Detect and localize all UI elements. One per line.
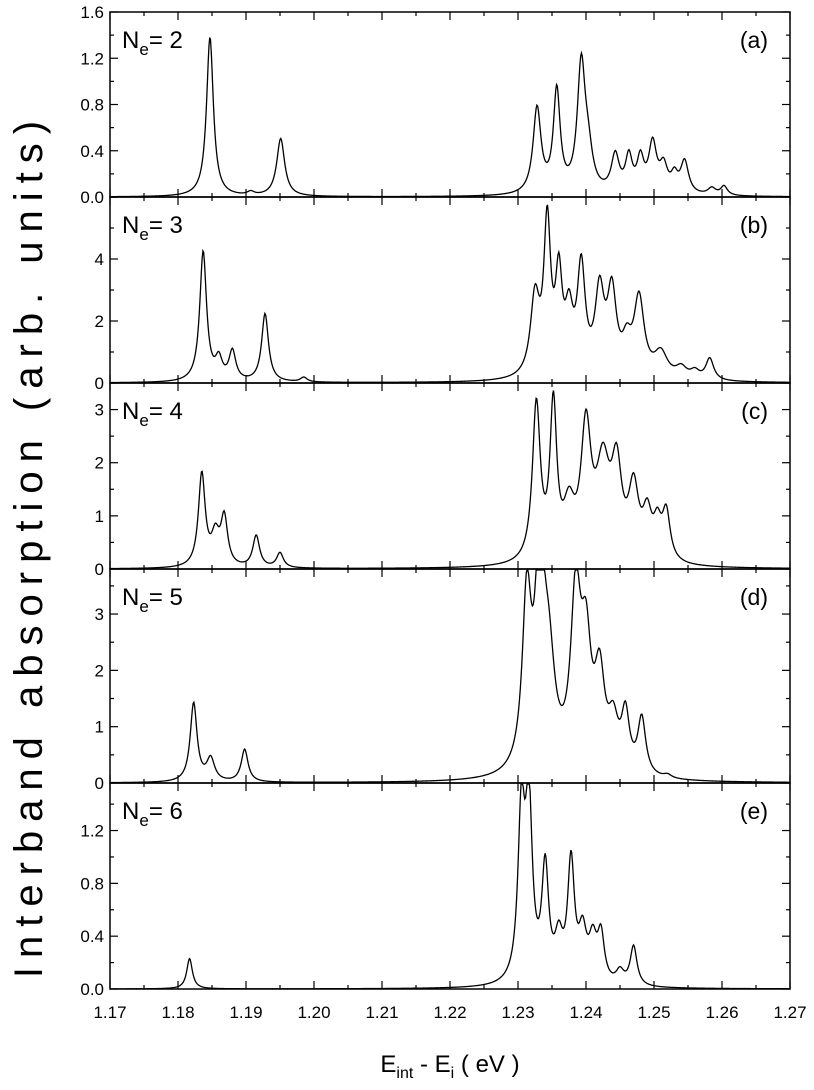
y-tick-label: 2: [95, 661, 104, 680]
y-tick-label: 0: [95, 374, 104, 393]
panel-label: (b): [740, 212, 768, 238]
x-tick-label: 1.18: [161, 1003, 194, 1022]
x-axis: 1.17 1.18 1.19 1.20 1.21 1.22 1.23 1.24 1.25 1.26…: [93, 1003, 806, 1022]
panel-frame: [109, 568, 791, 784]
y-axis-label: Interband absorption (arb. units): [7, 112, 51, 978]
electron-count-label: Ne= 4: [122, 398, 183, 430]
panel-c: 0 1 2 3 Ne= 4 (c): [95, 382, 791, 579]
x-tick-label: 1.19: [229, 1003, 262, 1022]
x-tick-label: 1.23: [501, 1003, 534, 1022]
panel-label: (a): [740, 27, 768, 53]
y-tick-label: 0.0: [80, 188, 104, 207]
y-tick-label: 1.2: [80, 49, 104, 68]
panel-frame: [109, 196, 791, 384]
y-tick-label: 3: [95, 401, 104, 420]
panels-group: 0.0 0.4 0.8 1.2 1.6 Ne= 2 (a) 0 2 4 Ne= 3 (b) 0 1 2 3 Ne…: [80, 3, 791, 999]
panel-label: (c): [741, 398, 768, 424]
y-tick-label: 2: [95, 312, 104, 331]
x-tick-label: 1.26: [705, 1003, 738, 1022]
y-tick-label: 1.6: [80, 3, 104, 22]
panel-a: 0.0 0.4 0.8 1.2 1.6 Ne= 2 (a): [80, 3, 791, 207]
absorption-series-line: [110, 783, 790, 990]
x-tick-label: 1.27: [773, 1003, 806, 1022]
absorption-series-line: [110, 37, 790, 198]
y-tick-label: 0: [95, 560, 104, 579]
panel-d: 0 1 2 3 Ne= 5 (d): [95, 568, 791, 793]
x-tick-label: 1.24: [569, 1003, 602, 1022]
electron-count-label: Ne= 6: [122, 798, 183, 830]
y-tick-label: 2: [95, 454, 104, 473]
x-tick-label: 1.25: [637, 1003, 670, 1022]
x-tick-label: 1.17: [93, 1003, 126, 1022]
x-axis-label: Eint - Ei ( eV ): [380, 1051, 519, 1082]
y-tick-label: 0.4: [80, 927, 104, 946]
electron-count-label: Ne= 2: [122, 27, 183, 59]
absorption-series-line: [110, 390, 791, 570]
panel-frame: [109, 782, 791, 990]
electron-count-label: Ne= 3: [122, 212, 183, 244]
y-tick-label: 1: [95, 507, 104, 526]
y-tick-label: 4: [95, 250, 104, 269]
y-tick-label: 0.8: [80, 96, 104, 115]
absorption-series-line: [109, 204, 791, 384]
y-tick-label: 1.2: [80, 822, 104, 841]
y-tick-label: 0: [95, 774, 104, 793]
x-tick-label: 1.22: [433, 1003, 466, 1022]
absorption-series-line: [110, 569, 790, 784]
y-tick-label: 0.4: [80, 142, 104, 161]
x-tick-label: 1.21: [365, 1003, 398, 1022]
electron-count-label: Ne= 5: [122, 584, 183, 616]
y-tick-label: 0.8: [80, 874, 104, 893]
y-tick-label: 1: [95, 718, 104, 737]
y-tick-label: 0.0: [80, 980, 104, 999]
x-tick-label: 1.20: [297, 1003, 330, 1022]
y-tick-label: 3: [95, 605, 104, 624]
panel-e: 0.0 0.4 0.8 1.2 Ne= 6 (e): [80, 782, 791, 999]
panel-b: 0 2 4 Ne= 3 (b): [95, 196, 791, 393]
panel-frame: [109, 382, 791, 570]
panel-label: (e): [740, 798, 768, 824]
panel-label: (d): [740, 584, 768, 610]
